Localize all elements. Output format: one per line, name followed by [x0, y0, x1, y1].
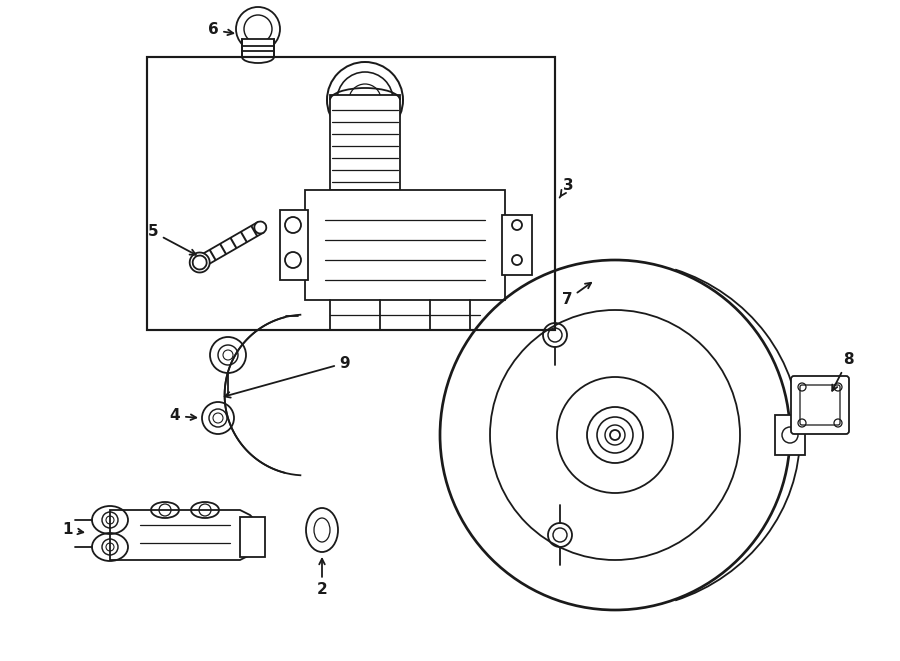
Bar: [775, 415, 805, 455]
Circle shape: [190, 253, 210, 272]
Polygon shape: [110, 510, 260, 560]
Bar: [147, 57, 555, 330]
Text: 6: 6: [208, 22, 233, 38]
Bar: [220, 243, 227, 254]
Circle shape: [255, 221, 266, 233]
Text: 5: 5: [148, 225, 196, 254]
Bar: [250, 225, 258, 237]
Text: 4: 4: [170, 408, 196, 424]
Text: 1: 1: [63, 522, 84, 537]
Text: 2: 2: [317, 559, 328, 598]
Circle shape: [193, 256, 207, 270]
FancyBboxPatch shape: [791, 376, 849, 434]
Bar: [240, 231, 248, 243]
Bar: [305, 190, 505, 300]
Bar: [330, 95, 400, 190]
Bar: [280, 210, 308, 280]
Bar: [230, 237, 238, 249]
Text: 7: 7: [562, 283, 591, 307]
Bar: [242, 39, 274, 57]
Text: 3: 3: [560, 178, 573, 198]
Text: 8: 8: [832, 352, 853, 391]
Text: 9: 9: [225, 356, 350, 398]
Bar: [197, 222, 264, 268]
Bar: [502, 215, 532, 275]
Bar: [240, 517, 265, 557]
Bar: [209, 249, 217, 260]
